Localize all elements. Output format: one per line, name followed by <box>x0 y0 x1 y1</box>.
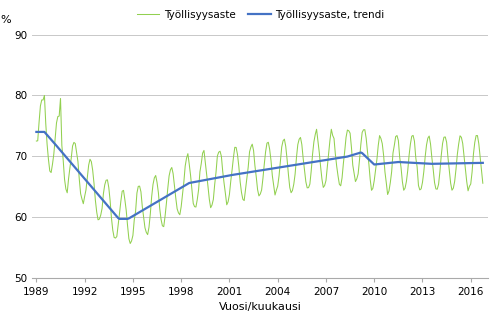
Työllisyysaste <box>299 142 305 146</box>
Työllisyysaste, trendi <box>117 217 123 221</box>
Työllisyysaste <box>418 187 424 191</box>
Line: Työllisyysaste, trendi: Työllisyysaste, trendi <box>37 132 483 219</box>
Line: Työllisyysaste: Työllisyysaste <box>37 95 483 244</box>
Työllisyysaste, trendi <box>417 161 423 165</box>
Työllisyysaste, trendi <box>283 164 288 168</box>
Työllisyysaste, trendi <box>480 161 486 165</box>
Työllisyysaste, trendi <box>127 216 133 219</box>
Työllisyysaste <box>34 139 40 143</box>
Työllisyysaste, trendi <box>297 162 303 166</box>
Työllisyysaste <box>206 197 212 201</box>
Työllisyysaste, trendi <box>34 130 40 134</box>
Työllisyysaste, trendi <box>325 158 330 162</box>
Työllisyysaste <box>127 242 133 245</box>
Text: %: % <box>0 15 11 25</box>
Työllisyysaste <box>41 93 47 97</box>
Työllisyysaste, trendi <box>205 177 211 181</box>
Legend: Työllisyysaste, Työllisyysaste, trendi: Työllisyysaste, Työllisyysaste, trendi <box>132 6 388 24</box>
Työllisyysaste <box>128 239 134 243</box>
Työllisyysaste <box>480 181 486 185</box>
Työllisyysaste <box>326 151 331 155</box>
X-axis label: Vuosi/kuukausi: Vuosi/kuukausi <box>219 302 302 313</box>
Työllisyysaste <box>284 157 290 161</box>
